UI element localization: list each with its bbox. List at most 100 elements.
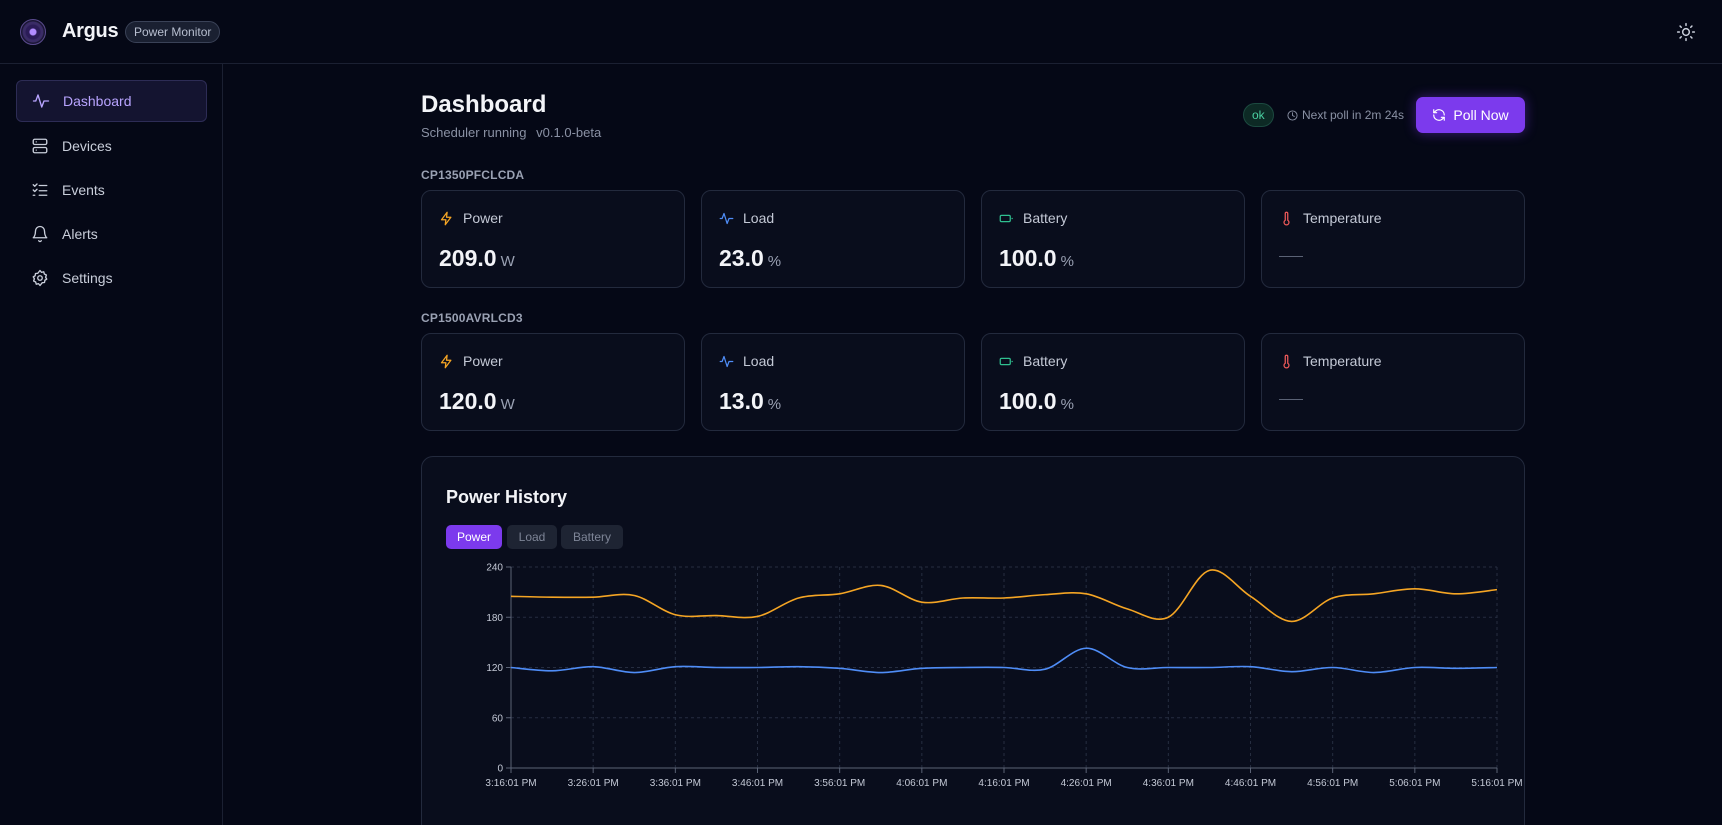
metric-number: 100.0 bbox=[999, 388, 1057, 414]
metric-empty-dash bbox=[1279, 256, 1303, 257]
bolt-icon bbox=[440, 211, 452, 225]
tab-load[interactable]: Load bbox=[507, 525, 557, 549]
sidebar-item-label: Dashboard bbox=[63, 93, 132, 109]
y-tick-label: 240 bbox=[486, 563, 503, 574]
sidebar: Dashboard Devices Events Alerts Settings bbox=[0, 64, 223, 825]
metric-value: 209.0 W bbox=[439, 245, 515, 272]
list-check-icon bbox=[32, 183, 48, 196]
metric-label: Load bbox=[743, 210, 775, 226]
status-badge: ok bbox=[1243, 103, 1274, 127]
series-line-2 bbox=[510, 647, 1498, 674]
argus-logo bbox=[20, 19, 46, 45]
poll-now-label: Poll Now bbox=[1453, 107, 1509, 123]
metric-card-load: Load 23.0% bbox=[701, 190, 965, 288]
x-tick-label: 3:56:01 PM bbox=[814, 778, 865, 789]
bell-icon bbox=[32, 225, 48, 243]
top-bar: Argus Power Monitor bbox=[0, 0, 1722, 64]
next-poll-text: Next poll in 2m 24s bbox=[1302, 108, 1405, 122]
sidebar-item-label: Settings bbox=[62, 270, 113, 286]
x-tick-label: 4:26:01 PM bbox=[1061, 778, 1112, 789]
x-tick-label: 3:46:01 PM bbox=[732, 778, 783, 789]
sidebar-item-label: Devices bbox=[62, 138, 112, 154]
metric-unit: % bbox=[767, 253, 782, 270]
chart-title: Power History bbox=[446, 487, 568, 507]
metric-value: 13.0% bbox=[719, 388, 781, 415]
metric-card-temperature: Temperature bbox=[1261, 190, 1525, 288]
sidebar-item-devices[interactable]: Devices bbox=[16, 125, 207, 167]
sidebar-item-label: Alerts bbox=[62, 226, 98, 242]
series-line-1 bbox=[510, 569, 1498, 623]
x-tick-label: 4:56:01 PM bbox=[1307, 778, 1358, 789]
x-tick-label: 5:16:01 PM bbox=[1471, 778, 1522, 789]
metric-label: Temperature bbox=[1303, 210, 1382, 226]
metric-value: 100.0% bbox=[999, 388, 1074, 415]
activity-icon bbox=[719, 212, 734, 224]
metric-number: 209.0 bbox=[439, 245, 497, 271]
x-tick-label: 4:36:01 PM bbox=[1143, 778, 1194, 789]
metric-number: 120.0 bbox=[439, 388, 497, 414]
bolt-icon bbox=[440, 354, 452, 368]
metric-number: 13.0 bbox=[719, 388, 764, 414]
x-tick-label: 4:06:01 PM bbox=[896, 778, 947, 789]
battery-icon bbox=[999, 214, 1013, 222]
page-subtitle: Scheduler running v0.1.0-beta bbox=[421, 125, 607, 140]
poll-now-button[interactable]: Poll Now bbox=[1416, 97, 1525, 133]
sidebar-item-label: Events bbox=[62, 182, 105, 198]
gear-icon bbox=[32, 269, 48, 287]
app-badge: Power Monitor bbox=[125, 21, 221, 43]
metric-card-battery: Battery 100.0% bbox=[981, 190, 1245, 288]
metric-unit: W bbox=[500, 253, 515, 270]
scheduler-status: Scheduler running bbox=[421, 125, 527, 140]
metric-card-power: Power 120.0 W bbox=[421, 333, 685, 431]
x-tick-label: 3:36:01 PM bbox=[650, 778, 701, 789]
metric-value: 23.0% bbox=[719, 245, 781, 272]
thermometer-icon bbox=[1283, 354, 1290, 369]
next-poll: Next poll in 2m 24s bbox=[1287, 108, 1404, 122]
metric-unit: % bbox=[1060, 396, 1074, 413]
metric-card-power: Power 209.0 W bbox=[421, 190, 685, 288]
metric-empty-dash bbox=[1279, 399, 1303, 400]
activity-icon bbox=[32, 94, 50, 108]
metric-unit: % bbox=[1060, 253, 1074, 270]
device-name: CP1500AVRLCD3 bbox=[421, 311, 523, 325]
tab-power[interactable]: Power bbox=[446, 525, 502, 549]
metric-label: Power bbox=[463, 210, 503, 226]
page-title: Dashboard bbox=[421, 91, 547, 118]
metric-label: Power bbox=[463, 353, 503, 369]
metric-unit: W bbox=[500, 396, 515, 413]
device-name: CP1350PFCLCDA bbox=[421, 168, 525, 182]
metric-label: Load bbox=[743, 353, 775, 369]
metric-label: Temperature bbox=[1303, 353, 1382, 369]
clock-icon bbox=[1287, 109, 1298, 121]
metric-label: Battery bbox=[1023, 210, 1068, 226]
metric-card-battery: Battery 100.0% bbox=[981, 333, 1245, 431]
sidebar-item-alerts[interactable]: Alerts bbox=[16, 213, 207, 255]
battery-icon bbox=[999, 357, 1013, 365]
metric-number: 23.0 bbox=[719, 245, 764, 271]
y-tick-label: 60 bbox=[492, 713, 504, 724]
sidebar-item-events[interactable]: Events bbox=[16, 169, 207, 211]
metric-label: Battery bbox=[1023, 353, 1068, 369]
refresh-icon bbox=[1433, 109, 1446, 121]
sidebar-item-settings[interactable]: Settings bbox=[16, 257, 207, 299]
x-tick-label: 4:16:01 PM bbox=[978, 778, 1029, 789]
metric-value: 120.0 W bbox=[439, 388, 515, 415]
y-tick-label: 0 bbox=[497, 764, 503, 775]
y-tick-label: 120 bbox=[486, 663, 503, 674]
tab-battery[interactable]: Battery bbox=[561, 525, 623, 549]
sidebar-item-dashboard[interactable]: Dashboard bbox=[16, 80, 207, 122]
metric-number: 100.0 bbox=[999, 245, 1057, 271]
version-label: v0.1.0-beta bbox=[536, 125, 602, 140]
thermometer-icon bbox=[1283, 211, 1290, 226]
metric-card-load: Load 13.0% bbox=[701, 333, 965, 431]
sun-icon[interactable] bbox=[1676, 22, 1696, 42]
x-tick-label: 3:16:01 PM bbox=[485, 778, 536, 789]
activity-icon bbox=[719, 355, 734, 367]
metric-unit: % bbox=[767, 396, 782, 413]
x-tick-label: 3:26:01 PM bbox=[568, 778, 619, 789]
x-tick-label: 4:46:01 PM bbox=[1225, 778, 1276, 789]
metric-card-temperature: Temperature bbox=[1261, 333, 1525, 431]
server-icon bbox=[32, 138, 48, 154]
power-history-chart: 0 60 120 180 240 3:16:01 PM 3:26:01 PM 3:36:01 … bbox=[485, 563, 1522, 790]
app-name: Argus bbox=[62, 20, 119, 42]
